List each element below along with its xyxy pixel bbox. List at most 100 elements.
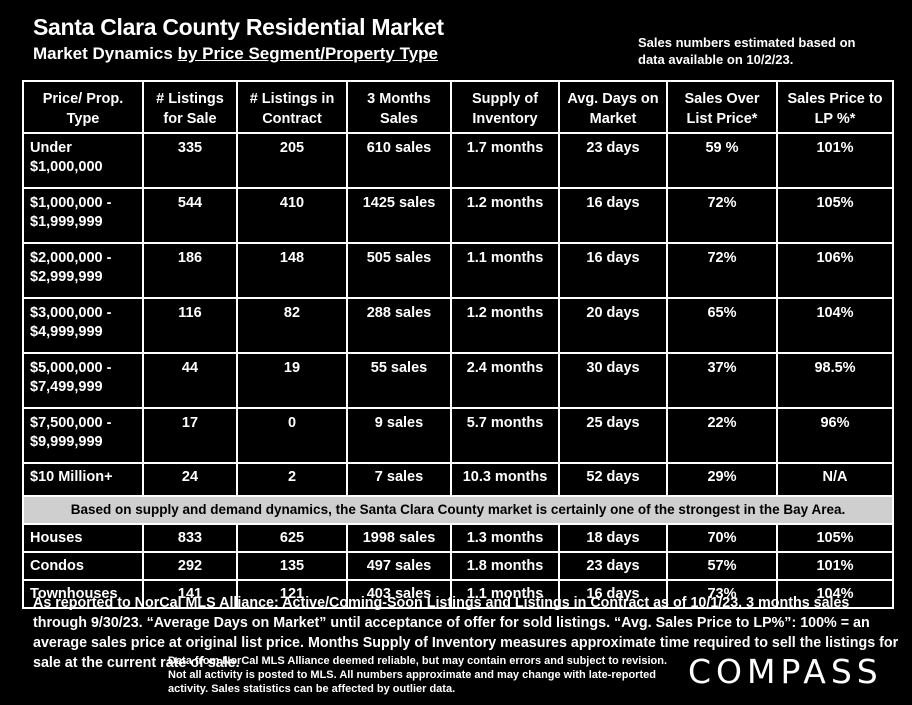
table-cell: 1.7 months xyxy=(450,132,560,189)
table-cell: 57% xyxy=(666,551,778,581)
row-label: $5,000,000 - $7,499,999 xyxy=(22,352,144,409)
table-cell: 19 xyxy=(236,352,348,409)
footer-disclaimer: Data from NorCal MLS Alliance deemed rel… xyxy=(168,655,667,695)
table-cell: 29% xyxy=(666,462,778,497)
table-cell: 1.1 months xyxy=(450,242,560,299)
col-header: Supply of Inventory xyxy=(450,80,560,134)
row-label: Houses xyxy=(22,523,144,553)
table-cell: 1.2 months xyxy=(450,297,560,354)
col-header: 3 Months Sales xyxy=(346,80,452,134)
table-cell: 5.7 months xyxy=(450,407,560,464)
data-date-note: Sales numbers estimated based on data av… xyxy=(638,35,856,67)
table-cell: 24 xyxy=(142,462,238,497)
table-cell: 335 xyxy=(142,132,238,189)
table-cell: 82 xyxy=(236,297,348,354)
table-cell: 610 sales xyxy=(346,132,452,189)
table-cell: 17 xyxy=(142,407,238,464)
market-table: Price/ Prop. Type # Listings for Sale # … xyxy=(22,80,894,609)
table-cell: 148 xyxy=(236,242,348,299)
table-cell: 16 days xyxy=(558,242,668,299)
table-row: Townhouses 141 121 403 sales 1.1 months 16 da… xyxy=(22,579,894,609)
table-cell: 18 days xyxy=(558,523,668,553)
table-cell: 116 xyxy=(142,297,238,354)
table-cell: 98.5% xyxy=(776,352,894,409)
row-label: $3,000,000 - $4,999,999 xyxy=(22,297,144,354)
table-cell: 544 xyxy=(142,187,238,244)
table-cell: 104% xyxy=(776,297,894,354)
table-cell: N/A xyxy=(776,462,894,497)
row-label: $7,500,000 - $9,999,999 xyxy=(22,407,144,464)
table-cell: 292 xyxy=(142,551,238,581)
table-cell: 73% xyxy=(666,579,778,609)
table-row: $2,000,000 - $2,999,999 186 148 505 sales 1.… xyxy=(22,242,894,299)
table-cell: 37% xyxy=(666,352,778,409)
table-cell: 497 sales xyxy=(346,551,452,581)
footer-notes: As reported to NorCal MLS Alliance: Acti… xyxy=(33,595,899,671)
subtitle-underlined: by Price Segment/Property Type xyxy=(177,44,439,63)
table-cell: 20 days xyxy=(558,297,668,354)
table-cell: 410 xyxy=(236,187,348,244)
table-cell: 106% xyxy=(776,242,894,299)
table-cell: 104% xyxy=(776,579,894,609)
header-row: Price/ Prop. Type # Listings for Sale # … xyxy=(22,80,894,134)
table-cell: 72% xyxy=(666,242,778,299)
table-cell: 10.3 months xyxy=(450,462,560,497)
table-cell: 403 sales xyxy=(346,579,452,609)
table-row: $3,000,000 - $4,999,999 116 82 288 sales 1.2… xyxy=(22,297,894,354)
table-cell: 2 xyxy=(236,462,348,497)
table-row: $7,500,000 - $9,999,999 17 0 9 sales 5.7 mon… xyxy=(22,407,894,464)
table-cell: 105% xyxy=(776,187,894,244)
banner-row: Based on supply and demand dynamics, the… xyxy=(22,495,894,525)
row-label: Condos xyxy=(22,551,144,581)
table-cell: 16 days xyxy=(558,579,668,609)
table-cell: 833 xyxy=(142,523,238,553)
table-cell: 25 days xyxy=(558,407,668,464)
table-cell: 101% xyxy=(776,132,894,189)
table-cell: 7 sales xyxy=(346,462,452,497)
table-cell: 1.1 months xyxy=(450,579,560,609)
table-cell: 52 days xyxy=(558,462,668,497)
table-cell: 2.4 months xyxy=(450,352,560,409)
table-cell: 186 xyxy=(142,242,238,299)
table-cell: 141 xyxy=(142,579,238,609)
page-title: Santa Clara County Residential Market xyxy=(33,14,444,40)
table-cell: 59 % xyxy=(666,132,778,189)
row-label: $2,000,000 - $2,999,999 xyxy=(22,242,144,299)
table-cell: 1.3 months xyxy=(450,523,560,553)
table-cell: 23 days xyxy=(558,551,668,581)
row-label: $1,000,000 - $1,999,999 xyxy=(22,187,144,244)
page-subtitle: Market Dynamics by Price Segment/Propert… xyxy=(33,44,438,64)
table-cell: 44 xyxy=(142,352,238,409)
table-cell: 16 days xyxy=(558,187,668,244)
table-cell: 121 xyxy=(236,579,348,609)
market-summary-banner: Based on supply and demand dynamics, the… xyxy=(22,495,894,525)
row-label: $10 Million+ xyxy=(22,462,144,497)
col-header: Price/ Prop. Type xyxy=(22,80,144,134)
col-header: Avg. Days on Market xyxy=(558,80,668,134)
table-cell: 9 sales xyxy=(346,407,452,464)
table-cell: 1.8 months xyxy=(450,551,560,581)
table-cell: 205 xyxy=(236,132,348,189)
row-label: Under $1,000,000 xyxy=(22,132,144,189)
table-cell: 65% xyxy=(666,297,778,354)
col-header: # Listings in Contract xyxy=(236,80,348,134)
col-header: # Listings for Sale xyxy=(142,80,238,134)
table-cell: 288 sales xyxy=(346,297,452,354)
table-cell: 1425 sales xyxy=(346,187,452,244)
col-header: Sales Price to LP %* xyxy=(776,80,894,134)
subtitle-plain: Market Dynamics xyxy=(33,44,178,63)
table-row: Condos 292 135 497 sales 1.8 months 23 days 57… xyxy=(22,551,894,581)
table-cell: 72% xyxy=(666,187,778,244)
table-row: $10 Million+ 24 2 7 sales 10.3 months 52 days… xyxy=(22,462,894,497)
table-cell: 625 xyxy=(236,523,348,553)
table-cell: 1.2 months xyxy=(450,187,560,244)
table-cell: 505 sales xyxy=(346,242,452,299)
table-row: $1,000,000 - $1,999,999 544 410 1425 sales 1… xyxy=(22,187,894,244)
table-cell: 0 xyxy=(236,407,348,464)
table-row: Houses 833 625 1998 sales 1.3 months 18 days 7… xyxy=(22,523,894,553)
table-cell: 1998 sales xyxy=(346,523,452,553)
table-cell: 22% xyxy=(666,407,778,464)
table-cell: 101% xyxy=(776,551,894,581)
table-cell: 55 sales xyxy=(346,352,452,409)
table-cell: 23 days xyxy=(558,132,668,189)
